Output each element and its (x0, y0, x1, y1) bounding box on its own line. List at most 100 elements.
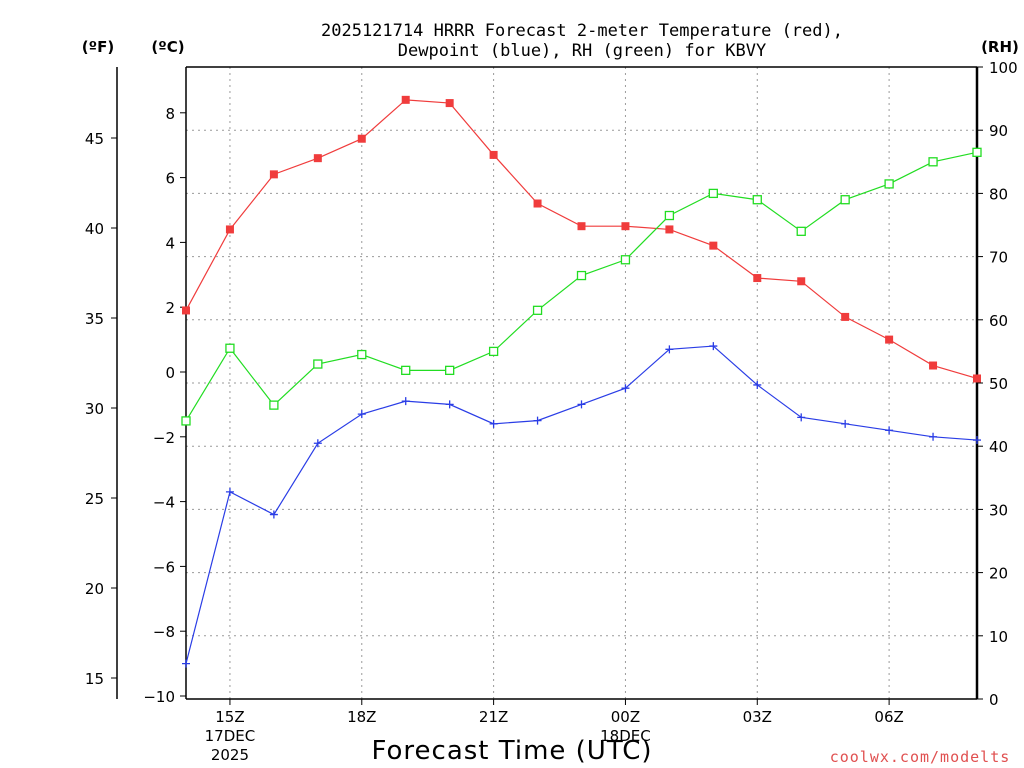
rh-tick-label: 10 (989, 628, 1008, 646)
series-temperature (182, 95, 981, 383)
rh-tick-label: 70 (989, 249, 1008, 267)
dewpoint-line (185, 345, 978, 664)
time-tick-label: 17DEC (205, 727, 256, 745)
series-rh (181, 147, 982, 426)
celsius-tick-label: 2 (165, 299, 175, 317)
temperature-point (182, 306, 190, 315)
series-dewpoint (182, 342, 981, 668)
temperature-point (577, 222, 586, 231)
temperature-point (401, 95, 410, 104)
fahrenheit-tick-label: 45 (85, 130, 104, 148)
rh-tick-label: 80 (989, 185, 1008, 203)
rh-point (708, 188, 718, 199)
dewpoint-point (885, 426, 894, 435)
rh-tick-label: 20 (989, 565, 1008, 583)
time-tick-label: 00Z (611, 708, 640, 726)
dewpoint-point (929, 432, 938, 441)
chart-title-line1: 2025121714 HRRR Forecast 2-meter Tempera… (321, 21, 843, 41)
temperature-point (533, 199, 542, 208)
rh-point (928, 157, 938, 167)
temperature-point (973, 374, 981, 383)
celsius-tick-label: −2 (153, 429, 175, 447)
rh-tick-label: 30 (989, 501, 1008, 519)
credit-text: coolwx.com/modelts (830, 748, 1011, 766)
temperature-point (885, 335, 894, 344)
temperature-point (841, 312, 850, 321)
celsius-tick-label: −6 (153, 558, 175, 576)
fahrenheit-tick-label: 15 (85, 670, 104, 688)
dewpoint-point (621, 384, 630, 393)
rh-point (181, 416, 191, 426)
dewpoint-point (841, 419, 850, 428)
dewpoint-point (489, 419, 498, 428)
fahrenheit-axis-ticks: 45 40 35 30 25 20 15 (85, 67, 118, 699)
temperature-point (313, 154, 322, 163)
fahrenheit-tick-label: 25 (85, 490, 104, 508)
rh-point (972, 147, 982, 157)
temperature-point (665, 225, 674, 234)
temperature-point (269, 170, 278, 179)
chart-title-line2: Dewpoint (blue), RH (green) for KBVY (398, 41, 766, 61)
rh-tick-label: 100 (989, 59, 1018, 77)
rh-tick-label: 0 (989, 691, 999, 709)
temperature-point (753, 274, 762, 283)
temperature-point (489, 150, 498, 159)
dewpoint-point (445, 400, 454, 409)
rh-point (269, 400, 279, 410)
fahrenheit-tick-label: 40 (85, 220, 104, 238)
rh-line (185, 151, 978, 422)
fahrenheit-tick-label: 35 (85, 310, 104, 328)
rh-point (225, 343, 235, 353)
rh-point (796, 226, 806, 236)
rh-point (445, 365, 455, 376)
grid-lines (186, 67, 977, 699)
x-axis-label: Forecast Time (UTC) (371, 736, 652, 766)
time-tick-label: 03Z (743, 708, 772, 726)
dewpoint-point (182, 659, 190, 668)
fahrenheit-tick-label: 20 (85, 580, 104, 598)
dewpoint-point (401, 397, 410, 406)
dewpoint-point (357, 410, 366, 419)
rh-point (576, 270, 587, 281)
dewpoint-point (709, 342, 718, 351)
rh-point (884, 179, 894, 189)
rh-tick-label: 60 (989, 312, 1008, 330)
dewpoint-point (225, 487, 234, 496)
rh-point (620, 255, 631, 265)
time-tick-label: 18DEC (600, 727, 651, 745)
temperature-point (357, 134, 366, 143)
celsius-tick-label: 6 (165, 170, 175, 188)
rh-point (401, 365, 411, 376)
temperature-point (797, 277, 806, 286)
rh-tick-label: 50 (989, 375, 1008, 393)
temperature-line (185, 99, 978, 380)
rh-point (313, 359, 323, 369)
time-tick-label: 18Z (347, 708, 376, 726)
dewpoint-point (665, 345, 674, 354)
time-tick-label: 15Z (215, 708, 244, 726)
rh-point (664, 210, 675, 221)
data-series (181, 95, 982, 668)
rh-point (532, 305, 543, 315)
rh-point (488, 346, 499, 357)
dewpoint-point (533, 416, 542, 425)
temperature-point (621, 222, 630, 231)
dewpoint-point (753, 380, 762, 389)
rh-unit-label: (RH) (981, 38, 1019, 56)
celsius-tick-label: 0 (165, 364, 175, 382)
celsius-tick-label: −4 (153, 494, 175, 512)
dewpoint-point (797, 413, 806, 422)
temperature-point (445, 99, 454, 108)
temperature-point (929, 361, 938, 370)
celsius-tick-label: −10 (143, 688, 175, 706)
celsius-tick-label: 8 (165, 105, 175, 123)
rh-point (752, 195, 762, 205)
celsius-unit-label: (ºC) (151, 38, 184, 56)
temperature-point (709, 241, 718, 250)
dewpoint-point (577, 400, 586, 409)
celsius-tick-label: 4 (165, 234, 175, 252)
celsius-tick-label: −8 (153, 623, 175, 641)
